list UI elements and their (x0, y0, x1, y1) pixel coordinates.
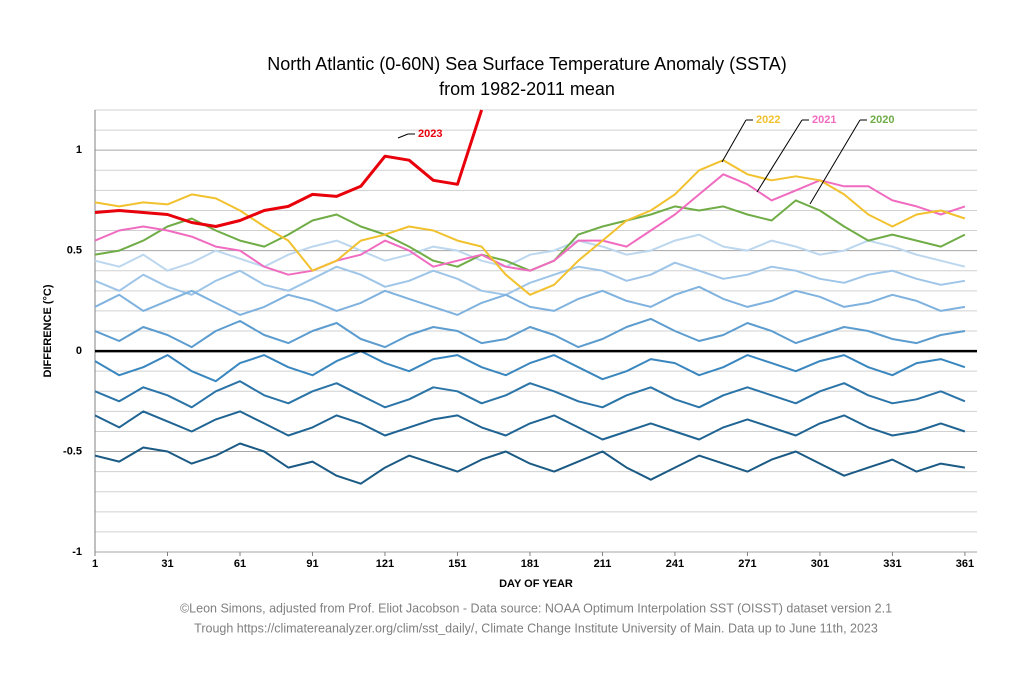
overlay: 2020 2021 2022 2023 (95, 114, 977, 353)
y-tick-label: 1 (76, 144, 82, 156)
series-line (95, 350, 966, 383)
series-line (95, 285, 966, 316)
label-leader (721, 119, 747, 163)
series-line (95, 109, 484, 228)
source-note: ©Leon Simons, adjusted from Prof. Eliot … (180, 601, 892, 615)
y-tick-label: 0 (76, 345, 82, 357)
series-line (95, 317, 966, 349)
x-tick-label: 31 (161, 558, 173, 570)
x-tick-label: 181 (521, 558, 539, 570)
x-tick-label: 331 (883, 558, 901, 570)
x-axis-label: DAY OF YEAR (499, 578, 573, 590)
series-line (95, 233, 966, 272)
series-line (95, 410, 966, 441)
series-label: 2023 (418, 128, 442, 140)
chart-subtitle: from 1982-2011 mean (439, 79, 615, 99)
chart-title: North Atlantic (0-60N) Sea Surface Tempe… (267, 54, 787, 74)
x-tick-label: 361 (956, 558, 974, 570)
x-tick-label: 1 (92, 558, 98, 570)
x-tick-label: 61 (234, 558, 246, 570)
series-label: 2022 (756, 114, 780, 126)
label-leader (809, 119, 861, 205)
series-line (95, 159, 966, 296)
label-leader (756, 119, 803, 193)
y-tick-label: -0.5 (63, 445, 82, 457)
y-tick-label: 0.5 (67, 245, 82, 257)
y-axis-label: DIFFERENCE (°C) (42, 284, 54, 377)
grid: -1 -0.5 0 0.5 1 1 31 61 91 121 151 181 211 241 271 301 3… (63, 109, 977, 570)
x-tick-label: 91 (306, 558, 318, 570)
series-line (95, 261, 966, 296)
label-leader (397, 133, 409, 139)
series-line (95, 442, 966, 485)
series-label: 2021 (812, 114, 836, 126)
plot-area (95, 109, 966, 485)
x-tick-label: 271 (738, 558, 756, 570)
x-tick-label: 151 (448, 558, 466, 570)
x-tick-label: 241 (666, 558, 684, 570)
x-tick-label: 301 (811, 558, 829, 570)
x-tick-label: 121 (376, 558, 394, 570)
series-label: 2020 (870, 114, 894, 126)
x-tick-label: 211 (594, 558, 612, 570)
source-note: Trough https://climatereanalyzer.org/cli… (194, 621, 878, 635)
series-line (95, 380, 966, 409)
y-tick-label: -1 (72, 546, 82, 558)
